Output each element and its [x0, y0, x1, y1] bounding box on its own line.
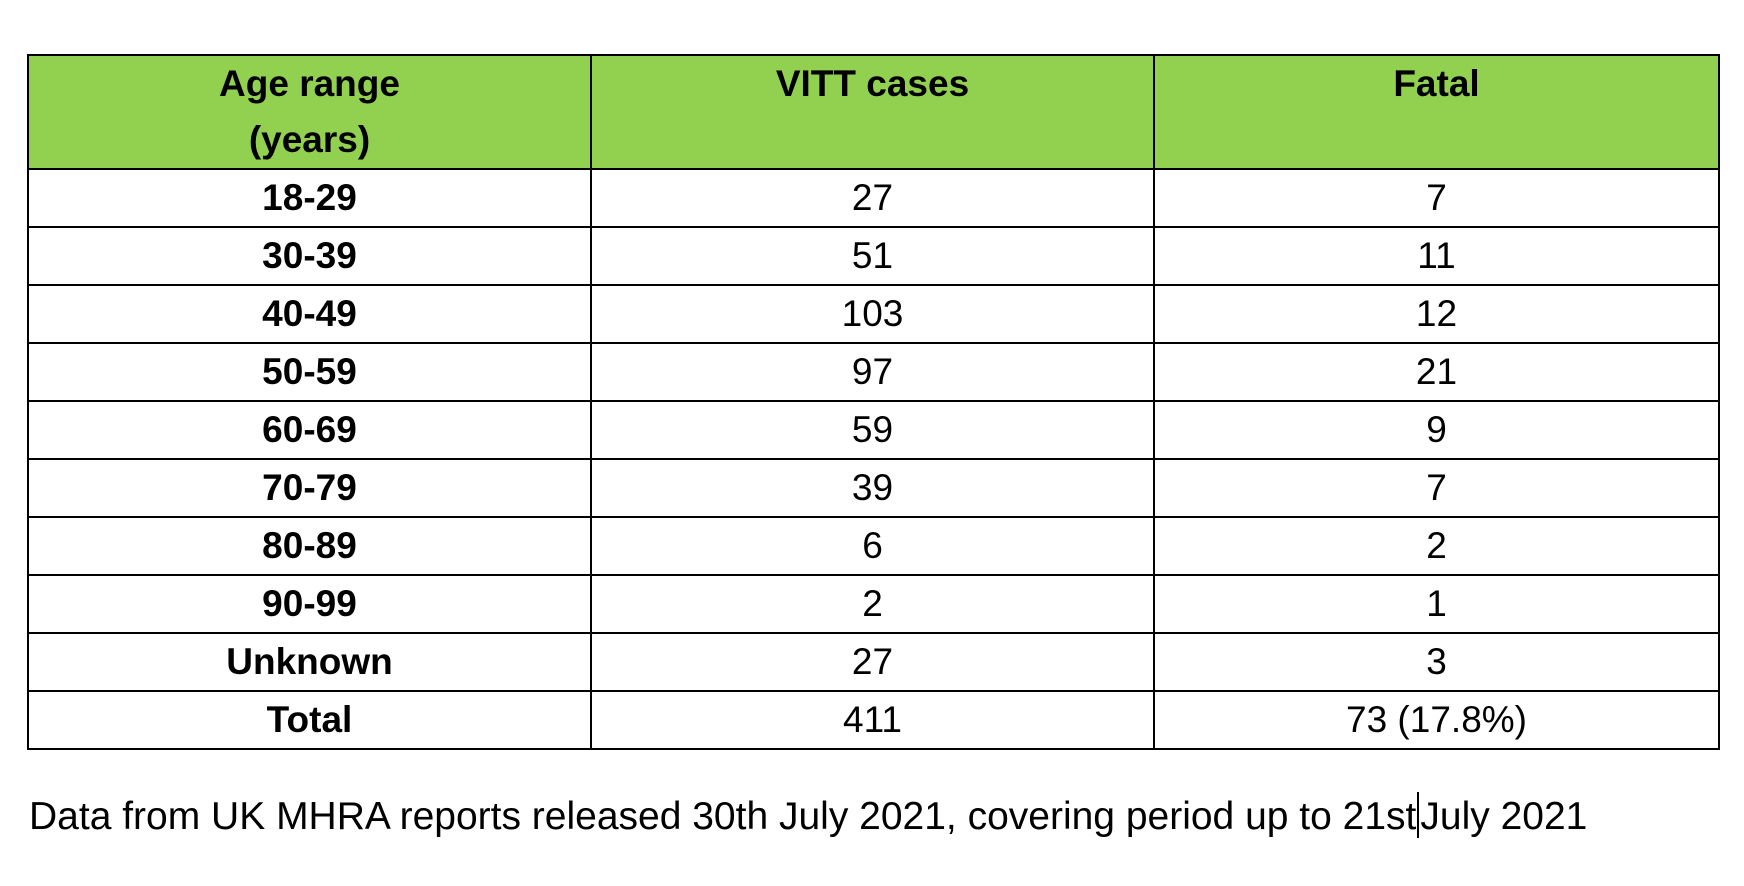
- fatal-cell: 12: [1153, 284, 1720, 344]
- header-vitt-cases: VITT cases: [590, 54, 1155, 170]
- age-range-cell: 60-69: [27, 400, 592, 460]
- header-age-range-line1: Age range: [219, 63, 400, 104]
- fatal-cell: 1: [1153, 574, 1720, 634]
- table-row: 30-39 51 11: [27, 226, 1720, 286]
- table-row: 60-69 59 9: [27, 400, 1720, 460]
- age-range-cell: 80-89: [27, 516, 592, 576]
- fatal-cell: 9: [1153, 400, 1720, 460]
- vitt-cases-cell: 27: [590, 168, 1155, 228]
- vitt-cases-cell: 59: [590, 400, 1155, 460]
- fatal-cell: 7: [1153, 458, 1720, 518]
- text-cursor: [1417, 792, 1420, 838]
- table-row: 80-89 6 2: [27, 516, 1720, 576]
- table-row: 18-29 27 7: [27, 168, 1720, 228]
- table-body: 18-29 27 7 30-39 51 11 40-49 103 12 50-59 97 21 60-6…: [27, 168, 1720, 750]
- footnote-text-end: July 2021: [1420, 795, 1588, 838]
- fatal-cell: 7: [1153, 168, 1720, 228]
- age-range-cell: 18-29: [27, 168, 592, 228]
- table-row: Unknown 27 3: [27, 632, 1720, 692]
- fatal-cell: 21: [1153, 342, 1720, 402]
- vitt-cases-cell: 51: [590, 226, 1155, 286]
- vitt-cases-cell: 27: [590, 632, 1155, 692]
- table-row: 50-59 97 21: [27, 342, 1720, 402]
- vitt-cases-cell: 97: [590, 342, 1155, 402]
- vitt-cases-table: Age range (years) VITT cases Fatal 18-29…: [27, 54, 1720, 750]
- age-range-cell: 70-79: [27, 458, 592, 518]
- age-range-cell: Unknown: [27, 632, 592, 692]
- table-row: 70-79 39 7: [27, 458, 1720, 518]
- header-age-range: Age range (years): [27, 54, 592, 170]
- vitt-cases-cell: 6: [590, 516, 1155, 576]
- header-age-range-line2: (years): [248, 119, 371, 160]
- table-row: 90-99 2 1: [27, 574, 1720, 634]
- age-range-cell: 50-59: [27, 342, 592, 402]
- footnote-text-start: Data from UK MHRA reports released 30th …: [29, 795, 1417, 838]
- fatal-cell: 73 (17.8%): [1153, 690, 1720, 750]
- age-range-cell: 40-49: [27, 284, 592, 344]
- header-row: Age range (years) VITT cases Fatal: [27, 54, 1720, 170]
- age-range-cell: 90-99: [27, 574, 592, 634]
- vitt-cases-cell: 2: [590, 574, 1155, 634]
- vitt-table-container: Age range (years) VITT cases Fatal 18-29…: [27, 54, 1720, 750]
- age-range-cell: Total: [27, 690, 592, 750]
- fatal-cell: 2: [1153, 516, 1720, 576]
- table-row: 40-49 103 12: [27, 284, 1720, 344]
- table-row: Total 411 73 (17.8%): [27, 690, 1720, 750]
- header-fatal: Fatal: [1153, 54, 1720, 170]
- age-range-cell: 30-39: [27, 226, 592, 286]
- vitt-cases-cell: 103: [590, 284, 1155, 344]
- vitt-cases-cell: 411: [590, 690, 1155, 750]
- fatal-cell: 11: [1153, 226, 1720, 286]
- vitt-cases-cell: 39: [590, 458, 1155, 518]
- fatal-cell: 3: [1153, 632, 1720, 692]
- source-footnote: Data from UK MHRA reports released 30th …: [29, 792, 1587, 842]
